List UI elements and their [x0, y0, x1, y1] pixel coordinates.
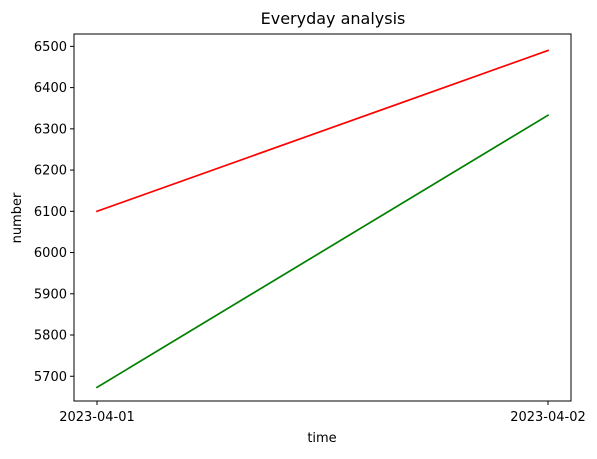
y-tick-label: 6300 [34, 122, 67, 137]
plot-frame [73, 33, 572, 402]
y-tick-label: 5900 [34, 287, 67, 302]
x-axis-label: time [307, 431, 336, 446]
y-tick-label: 6100 [34, 205, 67, 220]
x-tick-label: 2023-04-02 [510, 410, 586, 425]
x-tick-label: 2023-04-01 [59, 410, 135, 425]
y-tick-label: 6000 [34, 246, 67, 261]
y-axis-label: number [10, 192, 25, 243]
series-line-2 [95, 114, 550, 389]
y-tick-label: 5800 [34, 329, 67, 344]
y-tick-label: 6200 [34, 164, 67, 179]
plot-lines [95, 49, 550, 389]
y-tick-label: 5700 [34, 370, 67, 385]
y-tick-label: 6400 [34, 81, 67, 96]
y-axis-ticks: 5700 5800 5900 6000 6100 6200 6300 6400 6500 [34, 40, 74, 385]
series-line-1 [95, 49, 550, 213]
y-tick-label: 6500 [34, 40, 67, 55]
chart-title: Everyday analysis [261, 9, 406, 28]
x-axis-ticks: 2023-04-01 2023-04-02 [59, 401, 586, 425]
